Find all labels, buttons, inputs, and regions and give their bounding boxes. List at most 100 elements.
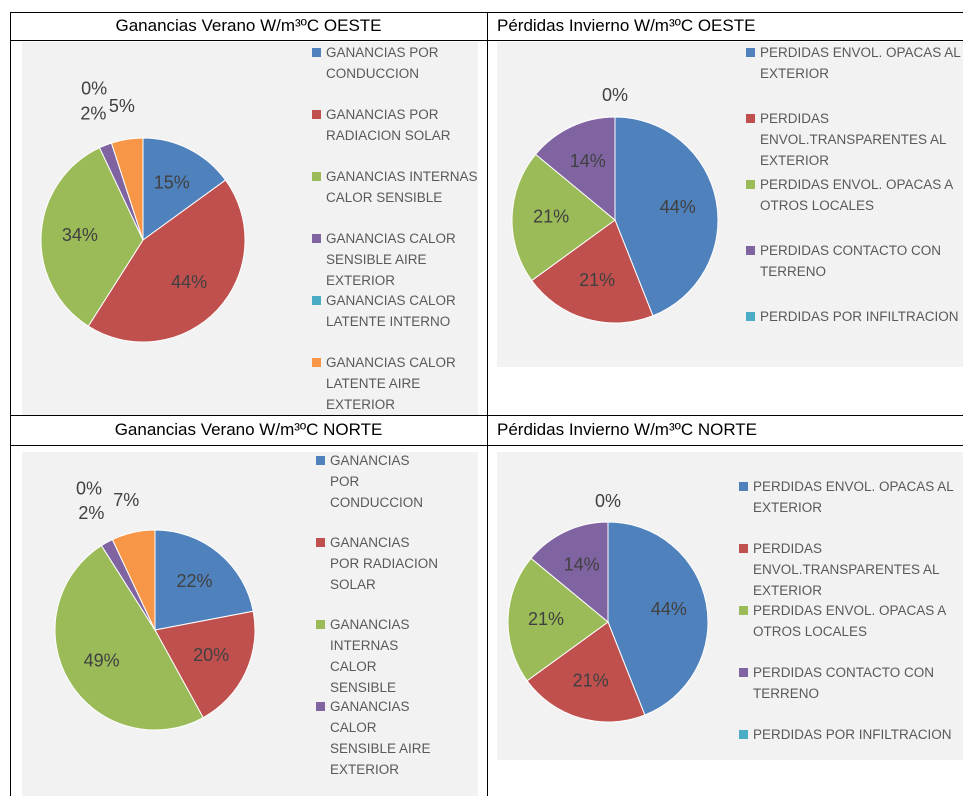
legend-item: GANANCIAS CALOR SENSIBLE AIRE EXTERIOR [312, 228, 486, 291]
data-label: 44% [660, 197, 696, 217]
table-border [10, 415, 963, 416]
legend-label: GANANCIAS POR RADIACION SOLAR [330, 535, 439, 592]
data-label: 49% [84, 650, 120, 670]
legend-item: PERDIDAS ENVOL. OPACAS A OTROS LOCALES [739, 600, 958, 642]
data-label: 7% [113, 490, 139, 510]
data-label: 14% [570, 151, 606, 171]
legend-item: PERDIDAS POR INFILTRACION [739, 724, 958, 745]
legend-label: PERDIDAS ENVOL.TRANSPARENTES AL EXTERIOR [753, 541, 940, 598]
legend-swatch [316, 620, 325, 629]
pie-slice [154, 610, 256, 719]
legend-item: GANANCIAS POR CONDUCCION [316, 450, 440, 513]
legend-item: GANANCIAS POR RADIACION SOLAR [316, 532, 440, 595]
legend-swatch [312, 48, 321, 57]
pie-slice [614, 116, 719, 317]
legend-item: PERDIDAS ENVOL. OPACAS AL EXTERIOR [746, 42, 963, 84]
pie-slice [111, 529, 156, 631]
table-border [10, 12, 11, 796]
data-label: 34% [62, 225, 98, 245]
legend-item: GANANCIAS INTERNAS CALOR SENSIBLE [316, 614, 440, 698]
legend-item: PERDIDAS ENVOL. OPACAS A OTROS LOCALES [746, 174, 963, 216]
legend-swatch [739, 544, 748, 553]
legend-swatch [739, 606, 748, 615]
data-label: 21% [528, 609, 564, 629]
pie-slice [154, 529, 254, 631]
legend-label: PERDIDAS ENVOL. OPACAS A OTROS LOCALES [760, 177, 953, 213]
legend-item: PERDIDAS ENVOL.TRANSPARENTES AL EXTERIOR [746, 108, 963, 171]
legend-label: PERDIDAS CONTACTO CON TERRENO [753, 665, 935, 701]
data-label: 0% [595, 491, 621, 511]
legend-label: PERDIDAS ENVOL. OPACAS A OTROS LOCALES [753, 603, 946, 639]
legend-item: PERDIDAS POR INFILTRACION [746, 306, 963, 327]
chart-title: Pérdidas Invierno W/m³ºC NORTE [497, 420, 758, 439]
pie-slice [507, 557, 609, 682]
legend-label: PERDIDAS POR INFILTRACION [760, 309, 959, 324]
legend-label: GANANCIAS CALOR LATENTE AIRE EXTERIOR [326, 355, 456, 412]
pie-slice [40, 147, 144, 327]
legend-label: GANANCIAS INTERNAS CALOR SENSIBLE [326, 169, 478, 205]
legend-label: GANANCIAS POR RADIACION SOLAR [326, 107, 451, 143]
table-border [10, 445, 963, 446]
legend-swatch [746, 312, 755, 321]
legend-swatch [746, 246, 755, 255]
data-label: 21% [579, 270, 615, 290]
legend-swatch [746, 180, 755, 189]
data-label: 44% [171, 272, 207, 292]
legend-swatch [312, 172, 321, 181]
legend-swatch [316, 538, 325, 547]
legend-swatch [316, 456, 325, 465]
legend-swatch [316, 702, 325, 711]
legend-item: PERDIDAS ENVOL. OPACAS AL EXTERIOR [739, 476, 958, 518]
table-border [10, 12, 963, 13]
data-label: 21% [573, 670, 609, 690]
pie-slice [511, 153, 616, 282]
legend-item: PERDIDAS CONTACTO CON TERRENO [739, 662, 958, 704]
legend-label: GANANCIAS CALOR SENSIBLE AIRE EXTERIOR [330, 699, 431, 777]
chart-title: Pérdidas Invierno W/m³ºC OESTE [497, 16, 756, 35]
data-label: 0% [81, 78, 107, 98]
legend-swatch [739, 730, 748, 739]
legend-item: GANANCIAS CALOR LATENTE AIRE EXTERIOR [312, 352, 486, 415]
legend-label: PERDIDAS ENVOL.TRANSPARENTES AL EXTERIOR [760, 111, 947, 168]
legend-label: GANANCIAS INTERNAS CALOR SENSIBLE [330, 617, 410, 695]
legend-swatch [312, 234, 321, 243]
legend-swatch [739, 482, 748, 491]
legend-swatch [312, 296, 321, 305]
legend-item: GANANCIAS POR CONDUCCION [312, 42, 486, 84]
table-border [10, 40, 963, 41]
legend-swatch [312, 358, 321, 367]
pie-slice [87, 179, 246, 343]
pie-slice [534, 116, 616, 222]
data-label: 14% [564, 555, 600, 575]
data-label: 20% [193, 645, 229, 665]
pie-slice [110, 137, 144, 241]
legend-item: GANANCIAS POR RADIACION SOLAR [312, 104, 486, 146]
legend-item: GANANCIAS INTERNAS CALOR SENSIBLE [312, 166, 486, 208]
legend-item: GANANCIAS CALOR LATENTE INTERNO [312, 290, 486, 332]
legend-swatch [312, 110, 321, 119]
legend-item: GANANCIAS CALOR SENSIBLE AIRE EXTERIOR [316, 696, 440, 780]
pie-slice [530, 521, 609, 624]
legend-swatch [746, 48, 755, 57]
pie-slice [54, 544, 204, 731]
legend-swatch [746, 114, 755, 123]
legend-label: PERDIDAS POR INFILTRACION [753, 727, 952, 742]
legend-label: GANANCIAS CALOR SENSIBLE AIRE EXTERIOR [326, 231, 456, 288]
legend-label: PERDIDAS ENVOL. OPACAS AL EXTERIOR [753, 479, 954, 515]
pie-slice [607, 521, 709, 716]
data-label: 2% [78, 503, 104, 523]
data-label: 21% [533, 207, 569, 227]
table-border [487, 12, 488, 796]
legend-swatch [739, 668, 748, 677]
data-label: 22% [177, 571, 213, 591]
data-label: 2% [80, 104, 106, 124]
legend-label: PERDIDAS ENVOL. OPACAS AL EXTERIOR [760, 45, 961, 81]
legend-item: PERDIDAS CONTACTO CON TERRENO [746, 240, 963, 282]
data-label: 44% [651, 599, 687, 619]
chart-title: Ganancias Verano W/m³ºC OESTE [115, 16, 382, 35]
chart-title: Ganancias Verano W/m³ºC NORTE [114, 420, 383, 439]
data-label: 15% [154, 172, 190, 192]
legend-label: GANANCIAS POR CONDUCCION [326, 45, 439, 81]
